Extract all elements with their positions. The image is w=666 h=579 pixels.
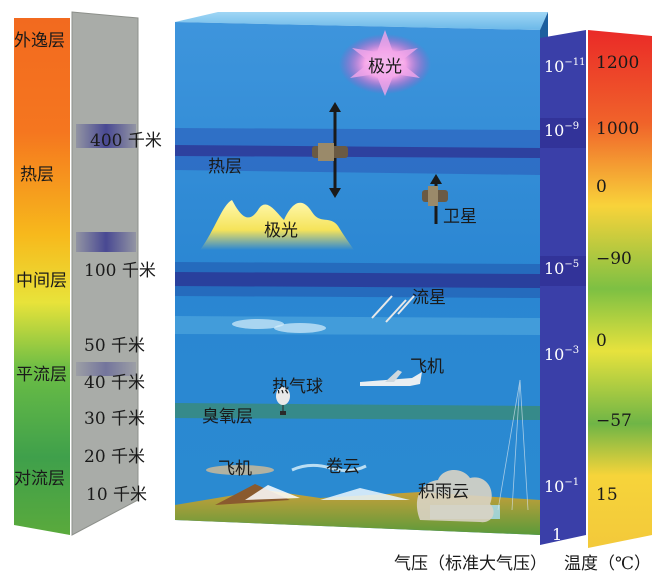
temp-label-3: 0 (596, 177, 607, 197)
pressure-label-5: 10−1 (544, 477, 579, 496)
meteor-icon (371, 295, 415, 323)
temp-label-6: −57 (596, 411, 632, 431)
altitude-10: 10 千米 (86, 485, 147, 505)
temp-label-4: −90 (596, 249, 632, 269)
temp-label-7: 15 (596, 485, 618, 505)
pressure-bar (540, 30, 586, 545)
strat-cloud (232, 319, 326, 333)
meteor-label: 流星 (412, 288, 446, 308)
altitude-400: 400 千米 (90, 131, 162, 151)
altitude-30: 30 千米 (84, 409, 145, 429)
pressure-label-6: 1 (552, 525, 562, 544)
pressure-label-3: 10−5 (544, 259, 579, 278)
atmosphere-box (175, 12, 548, 535)
radiosonde-lines (497, 379, 529, 511)
ozone-label: 臭氧层 (202, 407, 253, 427)
altitude-20: 20 千米 (84, 447, 145, 467)
layer-bar (14, 18, 70, 535)
temp-label-5: 0 (596, 331, 607, 351)
pressure-label-4: 10−3 (544, 345, 579, 364)
pressure-labels: 10−11 10−9 10−5 10−3 10−1 1 (544, 57, 585, 544)
airplane-high-icon (360, 370, 422, 386)
altitude-100: 100 千米 (84, 261, 156, 281)
temperature-caption: 温度（℃） (564, 554, 651, 574)
satellite-label: 卫星 (443, 207, 477, 227)
layer-exosphere: 外逸层 (14, 31, 65, 51)
layer-mesosphere: 中间层 (16, 271, 67, 291)
pressure-label-2: 10−9 (544, 121, 579, 140)
layer-troposphere: 对流层 (14, 469, 65, 489)
aurora-mid: 极光 (200, 200, 354, 250)
satellite-icon (422, 174, 448, 224)
layer-thermosphere: 热层 (20, 165, 54, 185)
pressure-label-1: 10−11 (544, 57, 585, 76)
aurora-top-label: 极光 (368, 57, 402, 77)
airplane-low-label: 飞机 (218, 459, 252, 479)
airplane-high-label: 飞机 (410, 357, 444, 377)
altitude-40: 40 千米 (84, 373, 145, 393)
cirrus-cloud-icon (291, 463, 367, 473)
balloon-icon (276, 387, 290, 415)
thermosphere-box-label: 热层 (208, 157, 242, 177)
balloon-label: 热气球 (272, 377, 323, 397)
altitude-50: 50 千米 (84, 336, 145, 356)
temperature-bar (588, 30, 652, 548)
layer-stratosphere: 平流层 (16, 365, 67, 385)
altitude-bar (71, 11, 139, 536)
aurora-mid-label: 极光 (264, 221, 298, 241)
cirrus-label: 卷云 (326, 457, 360, 477)
aurora-top: 极光 (339, 30, 431, 96)
satellite-high-icon (312, 102, 348, 198)
pressure-caption: 气压（标准大气压） (394, 554, 547, 574)
cumulonimbus-cloud-icon (416, 469, 494, 523)
temp-label-1: 1200 (596, 53, 639, 73)
temp-label-2: 1000 (596, 119, 639, 139)
cumulonimbus-label: 积雨云 (418, 482, 469, 502)
airplane-low-icon (206, 465, 274, 475)
